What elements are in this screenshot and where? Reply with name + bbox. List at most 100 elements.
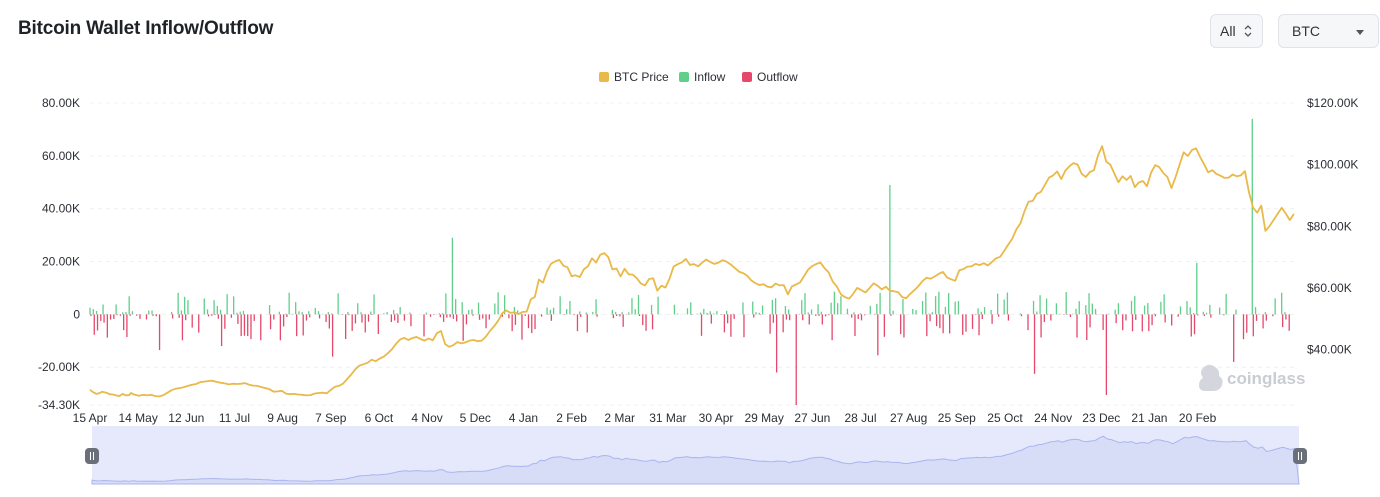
outflow-bar	[224, 314, 226, 329]
outflow-bar	[90, 314, 92, 316]
outflow-bar	[1125, 314, 1127, 321]
outflow-bar	[446, 314, 448, 318]
outflow-bar	[573, 314, 575, 316]
inflow-bar	[925, 292, 927, 315]
coinglass-logo-icon	[1199, 364, 1223, 391]
outflow-bar	[903, 314, 905, 338]
outflow-bar	[1050, 314, 1052, 321]
inflow-bar	[833, 291, 836, 315]
outflow-bar	[638, 314, 641, 316]
outflow-bar	[883, 314, 886, 337]
outflow-bar	[207, 314, 210, 317]
zoom-handle-right[interactable]	[1293, 448, 1307, 464]
outflow-bar	[364, 314, 366, 333]
outflow-bar	[723, 314, 726, 333]
inflow-bar	[1143, 305, 1146, 315]
inflow-bar	[409, 312, 411, 315]
inflow-bar	[774, 298, 777, 315]
range-select[interactable]: All	[1210, 14, 1263, 48]
inflow-bar	[977, 308, 979, 315]
outflow-bar	[1223, 314, 1225, 316]
outflow-bar	[1027, 314, 1029, 331]
outflow-bar	[1210, 314, 1212, 318]
inflow-bar	[1003, 299, 1005, 315]
inflow-bar	[579, 311, 581, 315]
zoom-handle-grip	[1293, 448, 1307, 464]
inflow-bar	[1036, 311, 1038, 315]
outflow-bar	[247, 314, 249, 337]
outflow-bar	[828, 314, 830, 316]
inflow-bar	[980, 311, 982, 315]
outflow-bar	[100, 314, 102, 321]
inflow-bar	[948, 293, 950, 315]
inflow-bar	[1134, 296, 1136, 315]
x-axis-tick: 27 Aug	[890, 411, 927, 425]
inflow-bar	[383, 313, 385, 315]
legend[interactable]: BTC Price Inflow Outflow	[599, 70, 798, 84]
inflow-bar	[801, 300, 803, 315]
x-axis-tick: 4 Jan	[509, 411, 538, 425]
outflow-bar	[576, 314, 579, 332]
inflow-bar	[386, 312, 388, 315]
outflow-bar	[237, 314, 239, 324]
outflow-bar	[103, 314, 105, 323]
x-axis-tick: 24 Nov	[1034, 411, 1072, 425]
inflow-bar	[650, 304, 653, 315]
inflow-bar	[1153, 313, 1155, 315]
outflow-bar	[482, 314, 484, 319]
outflow-bar	[1255, 314, 1258, 321]
outflow-bar	[145, 314, 148, 320]
inflow-bar	[373, 294, 375, 315]
inflow-bar	[742, 302, 744, 315]
zoom-handle-left[interactable]	[85, 448, 99, 464]
outflow-bar	[501, 314, 504, 317]
outflow-bar	[191, 314, 193, 328]
inflow-bar	[441, 313, 444, 315]
inflow-bar	[347, 311, 349, 315]
outflow-bar	[1105, 314, 1108, 395]
inflow-bar	[957, 300, 960, 315]
outflow-bar	[831, 314, 833, 341]
outflow-bar	[449, 314, 451, 318]
outflow-bar	[981, 314, 983, 320]
outflow-bar	[152, 314, 154, 316]
inflow-bar	[807, 312, 809, 315]
inflow-bar	[242, 310, 245, 315]
inflow-bar	[1055, 303, 1058, 315]
outflow-bar	[429, 314, 432, 317]
inflow-bar	[1130, 300, 1133, 315]
outflow-bar	[279, 314, 282, 341]
outflow-bar	[1131, 314, 1134, 332]
outflow-bar	[534, 314, 536, 330]
outflow-bar	[939, 314, 941, 329]
inflow-bar	[314, 307, 316, 315]
outflow-bar	[371, 314, 373, 315]
x-axis-tick: 14 May	[118, 411, 157, 425]
inflow-bar	[396, 313, 398, 315]
inflow-bar	[1218, 307, 1221, 315]
inflow-bar	[327, 312, 329, 315]
outflow-bar	[393, 314, 396, 321]
zoom-slider[interactable]	[85, 426, 1307, 485]
flow-bars	[89, 118, 1296, 405]
outflow-bar	[361, 314, 363, 323]
outflow-bar	[769, 314, 771, 334]
inflow-bar	[804, 293, 806, 315]
inflow-bar	[990, 309, 992, 315]
outflow-bar	[113, 314, 115, 320]
inflow-bar	[233, 296, 235, 315]
inflow-bar	[1264, 312, 1267, 315]
outflow-bar	[815, 314, 817, 316]
inflow-bar	[944, 306, 947, 315]
inflow-bar	[301, 312, 303, 315]
dropdown-caret-icon	[1356, 30, 1364, 35]
coinglass-watermark: coinglass	[1199, 364, 1305, 391]
inflow-bar	[308, 311, 310, 315]
outflow-bar	[753, 314, 755, 318]
inflow-bar	[876, 303, 878, 315]
inflow-bar	[357, 303, 359, 315]
asset-select[interactable]: BTC	[1278, 14, 1379, 48]
outflow-bar	[975, 314, 977, 315]
inflow-bar	[125, 312, 127, 315]
inflow-bar	[921, 300, 924, 315]
